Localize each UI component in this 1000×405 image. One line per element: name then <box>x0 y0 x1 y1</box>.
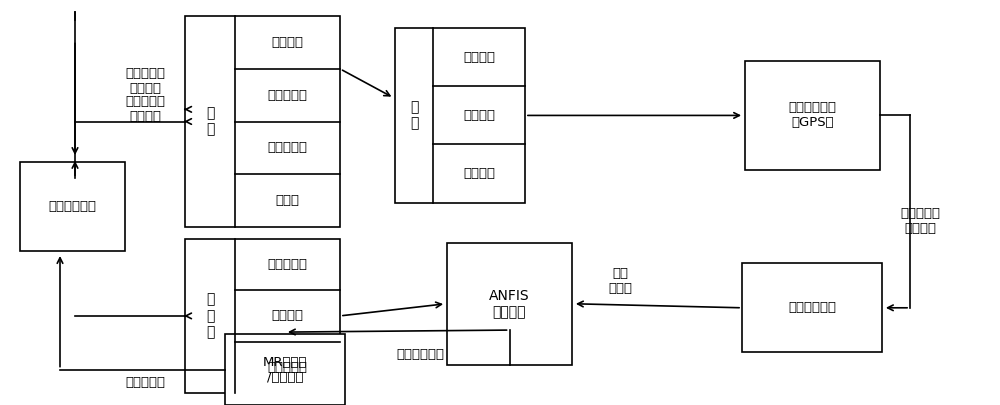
Text: 速度、位移
预测信号: 速度、位移 预测信号 <box>900 207 940 235</box>
Text: 俯仰运动: 俯仰运动 <box>463 109 495 122</box>
Bar <box>745 61 880 170</box>
Text: 姿
态: 姿 态 <box>410 100 418 130</box>
Bar <box>185 16 340 227</box>
Text: 加速度计: 加速度计 <box>272 36 304 49</box>
Text: 期望
控制力: 期望 控制力 <box>608 267 632 296</box>
Text: 阻
尼
器: 阻 尼 器 <box>206 293 214 339</box>
Text: ANFIS
逆向模型: ANFIS 逆向模型 <box>489 289 530 319</box>
Text: 垂直运动: 垂直运动 <box>463 167 495 180</box>
Text: 实际阻尼力: 实际阻尼力 <box>125 376 165 389</box>
Text: 路面激励、
主动操纵: 路面激励、 主动操纵 <box>125 95 165 124</box>
Text: 电流传感器: 电流传感器 <box>268 361 308 374</box>
Text: 倾角传感器: 倾角传感器 <box>268 89 308 102</box>
Text: 位移传感器: 位移传感器 <box>268 141 308 154</box>
Text: MR阻尼器
/正向模型: MR阻尼器 /正向模型 <box>263 356 307 384</box>
Text: 车
身: 车 身 <box>206 107 214 136</box>
Text: 路面激励、
主动操纵: 路面激励、 主动操纵 <box>125 67 165 95</box>
Text: 加速度计: 加速度计 <box>272 309 304 322</box>
Text: 侧倾运动: 侧倾运动 <box>463 51 495 64</box>
Bar <box>20 162 125 251</box>
Bar <box>395 28 525 202</box>
Text: 陀螺仪: 陀螺仪 <box>276 194 300 207</box>
Bar <box>742 263 882 352</box>
Bar <box>185 239 340 393</box>
Text: 运动图式控制: 运动图式控制 <box>788 301 836 314</box>
Text: 期望控制电压: 期望控制电压 <box>396 348 444 361</box>
Text: 位移传感器: 位移传感器 <box>268 258 308 271</box>
Bar <box>447 243 572 364</box>
Text: 整车悬架响应: 整车悬架响应 <box>48 200 96 213</box>
Bar <box>225 334 345 405</box>
Text: 灰色预测系统
（GPS）: 灰色预测系统 （GPS） <box>788 101 836 130</box>
